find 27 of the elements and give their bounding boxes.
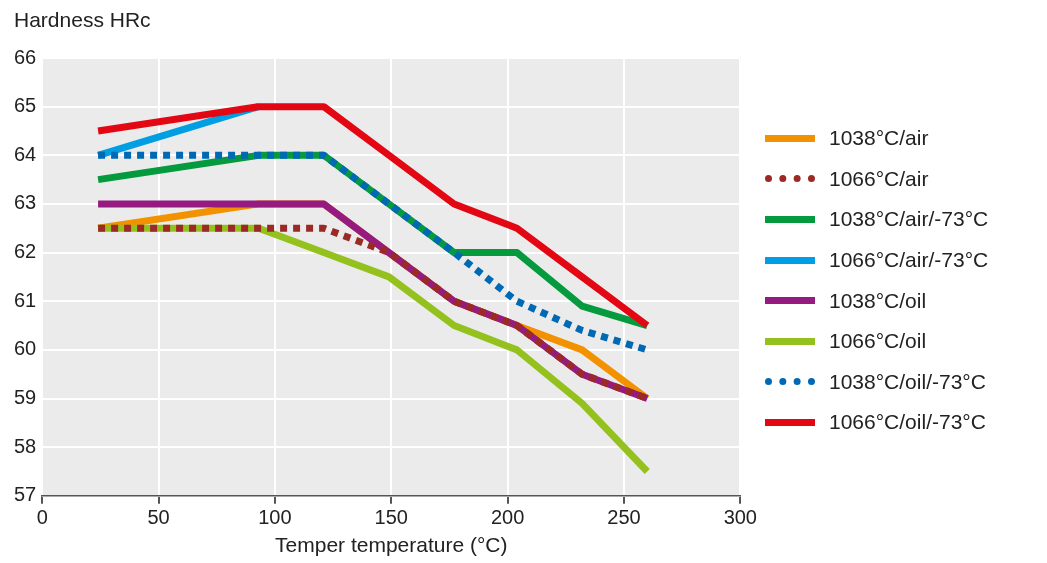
x-axis-title: Temper temperature (°C) bbox=[275, 533, 508, 557]
y-tick-label: 64 bbox=[14, 142, 37, 165]
y-tick-label: 62 bbox=[14, 240, 37, 263]
legend-label: 1038°C/air/-73°C bbox=[829, 207, 989, 232]
legend-label: 1066°C/air bbox=[829, 166, 929, 191]
x-tick-label: 100 bbox=[258, 506, 292, 529]
legend-label: 1038°C/air bbox=[829, 126, 929, 151]
x-tick-label: 50 bbox=[147, 506, 170, 529]
x-tick-label: 300 bbox=[723, 506, 757, 529]
y-tick-label: 59 bbox=[14, 386, 37, 409]
y-tick-label: 63 bbox=[14, 191, 37, 214]
legend-label: 1066°C/oil bbox=[829, 329, 927, 354]
legend-label: 1038°C/oil/-73°C bbox=[829, 369, 986, 394]
y-tick-label: 57 bbox=[14, 483, 37, 506]
y-tick-label: 66 bbox=[14, 45, 37, 68]
y-tick-label: 65 bbox=[14, 94, 37, 117]
y-axis-title: Hardness HRc bbox=[14, 8, 151, 32]
y-tick-label: 61 bbox=[14, 288, 37, 311]
legend-label: 1066°C/air/-73°C bbox=[829, 248, 989, 273]
x-tick-label: 200 bbox=[490, 506, 525, 529]
legend-label: 1066°C/oil/-73°C bbox=[829, 410, 986, 435]
y-tick-label: 60 bbox=[14, 337, 37, 360]
x-tick-label: 150 bbox=[374, 506, 408, 529]
y-tick-label: 58 bbox=[14, 434, 37, 457]
legend-label: 1038°C/oil bbox=[829, 288, 927, 313]
x-tick-label: 250 bbox=[607, 506, 641, 529]
x-tick-label: 0 bbox=[36, 506, 48, 529]
